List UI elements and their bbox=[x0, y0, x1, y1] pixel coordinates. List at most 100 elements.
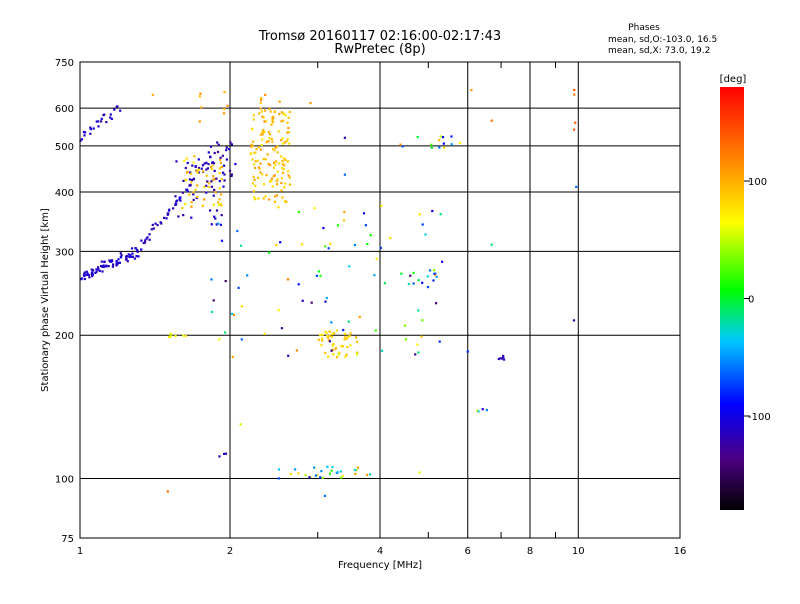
data-point bbox=[274, 163, 277, 166]
data-point bbox=[97, 268, 100, 271]
data-point bbox=[198, 95, 201, 98]
x-tick-label: 10 bbox=[572, 546, 585, 557]
data-point bbox=[310, 301, 313, 304]
data-point bbox=[181, 207, 184, 210]
data-point bbox=[143, 241, 147, 244]
data-point bbox=[190, 205, 193, 208]
data-point bbox=[347, 335, 350, 338]
data-point bbox=[214, 191, 217, 194]
x-axis-ticks: 1 2 4 6 8 10 16 bbox=[77, 62, 686, 557]
data-point bbox=[186, 170, 189, 173]
data-point bbox=[191, 179, 194, 182]
data-point bbox=[125, 258, 128, 261]
data-point bbox=[328, 472, 331, 475]
data-point bbox=[184, 335, 187, 338]
data-point bbox=[356, 466, 360, 469]
data-point bbox=[222, 112, 226, 115]
data-point bbox=[308, 476, 311, 479]
data-point bbox=[205, 191, 208, 194]
data-point bbox=[89, 132, 92, 135]
data-point bbox=[490, 119, 493, 122]
data-point bbox=[192, 178, 195, 181]
data-point bbox=[83, 277, 86, 281]
data-point bbox=[207, 185, 210, 189]
data-point bbox=[346, 346, 349, 349]
data-point bbox=[209, 155, 212, 158]
data-point bbox=[277, 468, 281, 471]
data-point bbox=[172, 207, 175, 210]
data-point bbox=[130, 255, 133, 258]
data-point bbox=[283, 186, 286, 189]
data-point bbox=[239, 244, 243, 247]
data-point bbox=[369, 234, 372, 237]
data-point bbox=[341, 345, 344, 348]
data-point bbox=[430, 146, 433, 149]
data-point bbox=[252, 175, 255, 178]
data-point bbox=[216, 141, 219, 144]
data-point bbox=[295, 349, 298, 352]
data-point bbox=[223, 452, 226, 455]
data-point bbox=[251, 158, 254, 161]
data-point bbox=[272, 120, 275, 124]
data-point bbox=[105, 121, 108, 124]
data-point bbox=[270, 177, 273, 180]
data-point bbox=[286, 138, 289, 141]
data-point bbox=[331, 332, 334, 335]
colorbar-tick-label: 0 bbox=[748, 295, 754, 306]
data-point bbox=[573, 88, 576, 92]
data-point bbox=[190, 172, 193, 175]
data-point bbox=[575, 185, 578, 188]
data-point bbox=[270, 180, 273, 183]
data-point bbox=[414, 353, 417, 356]
data-point bbox=[344, 335, 347, 338]
data-point bbox=[343, 173, 346, 176]
data-point bbox=[186, 189, 189, 193]
data-point bbox=[319, 476, 322, 479]
data-point bbox=[197, 166, 201, 170]
data-point bbox=[327, 247, 330, 250]
data-point bbox=[100, 117, 103, 120]
data-point bbox=[429, 269, 432, 272]
data-point bbox=[281, 137, 284, 140]
chart-title: Tromsø 20160117 02:16:00-02:17:43 bbox=[258, 29, 501, 44]
data-point bbox=[115, 262, 118, 265]
data-point bbox=[146, 236, 149, 239]
data-point bbox=[344, 355, 347, 358]
data-point bbox=[420, 335, 423, 338]
data-point bbox=[220, 204, 223, 207]
data-point bbox=[276, 151, 279, 154]
data-point bbox=[115, 264, 118, 267]
data-point bbox=[179, 199, 182, 202]
data-point bbox=[218, 338, 221, 341]
data-point bbox=[83, 134, 86, 137]
data-point bbox=[321, 476, 324, 479]
data-point bbox=[210, 185, 213, 188]
y-tick-label: 200 bbox=[55, 331, 74, 342]
data-point bbox=[330, 335, 334, 338]
data-point bbox=[254, 184, 257, 187]
data-point bbox=[439, 135, 442, 138]
chart-subtitle: RwPretec (8p) bbox=[334, 42, 425, 57]
data-point bbox=[230, 174, 233, 178]
data-point bbox=[194, 165, 197, 168]
data-point bbox=[272, 175, 275, 178]
data-point bbox=[331, 344, 334, 347]
data-point bbox=[210, 278, 213, 281]
data-point bbox=[259, 107, 262, 110]
data-point bbox=[273, 110, 276, 113]
data-point bbox=[297, 472, 300, 475]
x-tick-label: 4 bbox=[377, 546, 383, 557]
data-point bbox=[271, 118, 274, 121]
data-point bbox=[97, 120, 100, 123]
data-point bbox=[259, 148, 262, 151]
data-point bbox=[399, 143, 402, 146]
data-point bbox=[324, 330, 327, 333]
data-point bbox=[134, 247, 137, 250]
data-point bbox=[196, 184, 199, 187]
data-point bbox=[259, 101, 262, 104]
data-point bbox=[263, 109, 267, 112]
data-point bbox=[185, 188, 188, 191]
data-point bbox=[285, 140, 288, 143]
data-point bbox=[118, 261, 121, 264]
data-point bbox=[275, 180, 278, 183]
